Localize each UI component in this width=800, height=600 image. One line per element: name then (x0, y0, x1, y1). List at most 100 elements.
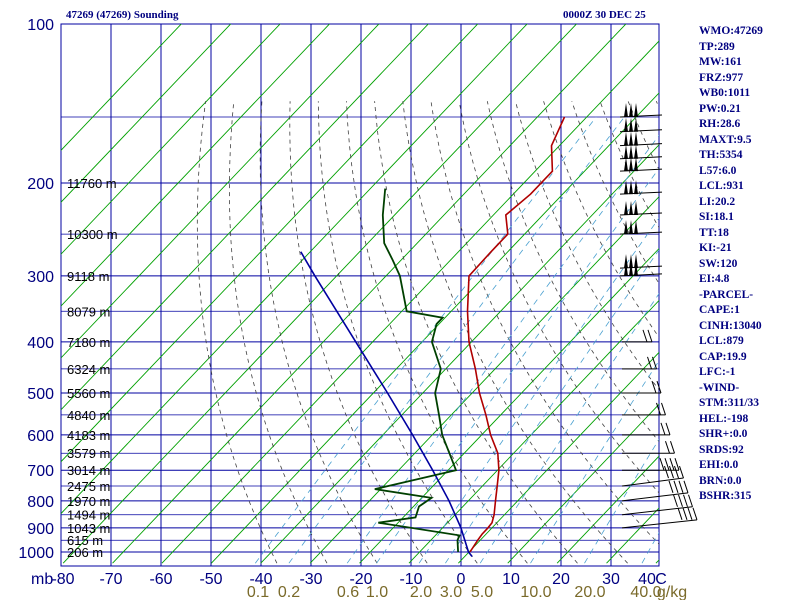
wind-barb (622, 329, 653, 343)
wind-barb (622, 380, 662, 394)
index-item: SHR+:0.0 (699, 428, 748, 440)
index-item: LFC:-1 (699, 366, 736, 378)
temperature-tick-label: -60 (149, 571, 172, 588)
index-item: FRZ:977 (699, 71, 744, 84)
wind-barb (619, 157, 663, 172)
dry-adiabat-line (229, 101, 328, 564)
mixing-ratio-tick-label: 2.0 (410, 584, 432, 600)
height-label: 4840 m (67, 408, 110, 423)
wind-barb (619, 144, 663, 160)
index-item: EHI:0.0 (699, 459, 739, 471)
temperature-tick-label: 0 (457, 571, 466, 588)
pressure-tick-label: 300 (27, 269, 54, 286)
height-label: 5560 m (67, 386, 110, 401)
mixing-ratio-line (445, 249, 659, 564)
wind-barb (619, 220, 663, 235)
dry-adiabat-line (543, 101, 659, 338)
dry-adiabat-line (402, 101, 628, 564)
index-item: MAXT:9.5 (699, 133, 752, 146)
index-item: SI:18.1 (699, 211, 734, 223)
height-label: 3579 m (67, 446, 110, 461)
pressure-unit-label: mb (31, 571, 53, 588)
index-item: MW:161 (699, 56, 742, 68)
index-item: BRN:0.0 (699, 474, 742, 487)
wind-barb (619, 131, 663, 147)
height-label: 8079 m (67, 304, 110, 319)
mixing-ratio-tick-label: 20.0 (574, 584, 605, 600)
pressure-tick-label: 700 (27, 463, 54, 480)
dewpoint-profile-line (374, 188, 461, 553)
index-item: CINH:13040 (699, 319, 762, 332)
index-item: -PARCEL- (699, 288, 754, 301)
index-item: TP:289 (699, 40, 735, 53)
index-item: TT:18 (699, 226, 729, 239)
index-item: LCL:879 (699, 335, 744, 347)
wind-barb (622, 422, 671, 436)
isotherm-line (211, 92, 659, 564)
index-item: TH:5354 (699, 149, 743, 161)
dry-adiabat-line (571, 101, 659, 285)
mixing-ratio-line (584, 438, 659, 564)
wind-barb (622, 441, 675, 454)
isotherm-line (61, 24, 281, 255)
height-label: 3014 m (67, 463, 110, 478)
temperature-tick-label: 10 (502, 571, 520, 588)
index-item: SRDS:92 (699, 443, 744, 456)
wind-barb (619, 261, 663, 277)
parcel-path-line (300, 251, 473, 557)
temperature-profile-line (466, 116, 566, 553)
height-label: 11760 m (67, 176, 117, 191)
wind-barb (619, 254, 663, 269)
pressure-tick-label: 100 (27, 17, 54, 34)
isotherm-line (61, 24, 479, 463)
wind-barb (619, 117, 663, 133)
mixing-ratio-line (346, 134, 659, 564)
pressure-tick-label: 600 (27, 428, 54, 445)
mixing-ratio-tick-label: 1.0 (366, 584, 388, 600)
temperature-tick-label: -10 (399, 571, 422, 588)
dry-adiabat-line (196, 101, 278, 564)
isotherm-line (309, 196, 659, 564)
temperature-tick-label: 30 (602, 571, 620, 588)
index-item: CAPE:1 (699, 304, 740, 316)
temperature-tick-label: -80 (51, 571, 74, 588)
index-item: SW:120 (699, 257, 738, 270)
index-item: RH:28.6 (699, 118, 741, 130)
isotherm-line (62, 24, 578, 564)
index-item: L57:6.0 (699, 164, 737, 177)
wind-barb (621, 494, 693, 516)
height-label: 7180 m (67, 335, 110, 350)
mixing-ratio-tick-label: 5.0 (471, 584, 493, 600)
index-item: BSHR:315 (699, 490, 752, 502)
wind-barb (621, 465, 684, 487)
pressure-tick-label: 400 (27, 335, 54, 352)
wind-barb (619, 102, 663, 118)
isotherm-line (408, 299, 659, 564)
isotherm-line (61, 24, 528, 515)
index-item: KI:-21 (699, 242, 732, 254)
dry-adiabat-line (599, 101, 659, 229)
dry-adiabat-line (259, 101, 378, 564)
pressure-tick-label: 800 (27, 494, 54, 511)
height-label: 1494 m (67, 508, 110, 523)
height-label: 206 m (67, 545, 103, 560)
index-item: WMO:47269 (699, 25, 763, 37)
index-item: WB0:1011 (699, 87, 751, 99)
temperature-tick-label: -40 (249, 571, 272, 588)
pressure-tick-label: 500 (27, 386, 54, 403)
height-label: 1043 m (67, 521, 110, 536)
height-label: 2475 m (67, 479, 110, 494)
wind-barb (622, 356, 657, 370)
height-label: 1970 m (67, 494, 110, 509)
height-label: 6324 m (67, 362, 110, 377)
wind-barb (621, 507, 698, 529)
index-item: STM:311/33 (699, 397, 760, 409)
isotherm-line (112, 24, 627, 564)
index-item: CAP:19.9 (699, 350, 747, 363)
temperature-tick-label: 20 (552, 571, 570, 588)
wind-barb (622, 402, 666, 416)
mixing-ratio-line (254, 116, 597, 564)
isotherm-line (260, 144, 659, 564)
mixing-ratio-line (418, 217, 659, 564)
isotherm-line (61, 24, 232, 203)
